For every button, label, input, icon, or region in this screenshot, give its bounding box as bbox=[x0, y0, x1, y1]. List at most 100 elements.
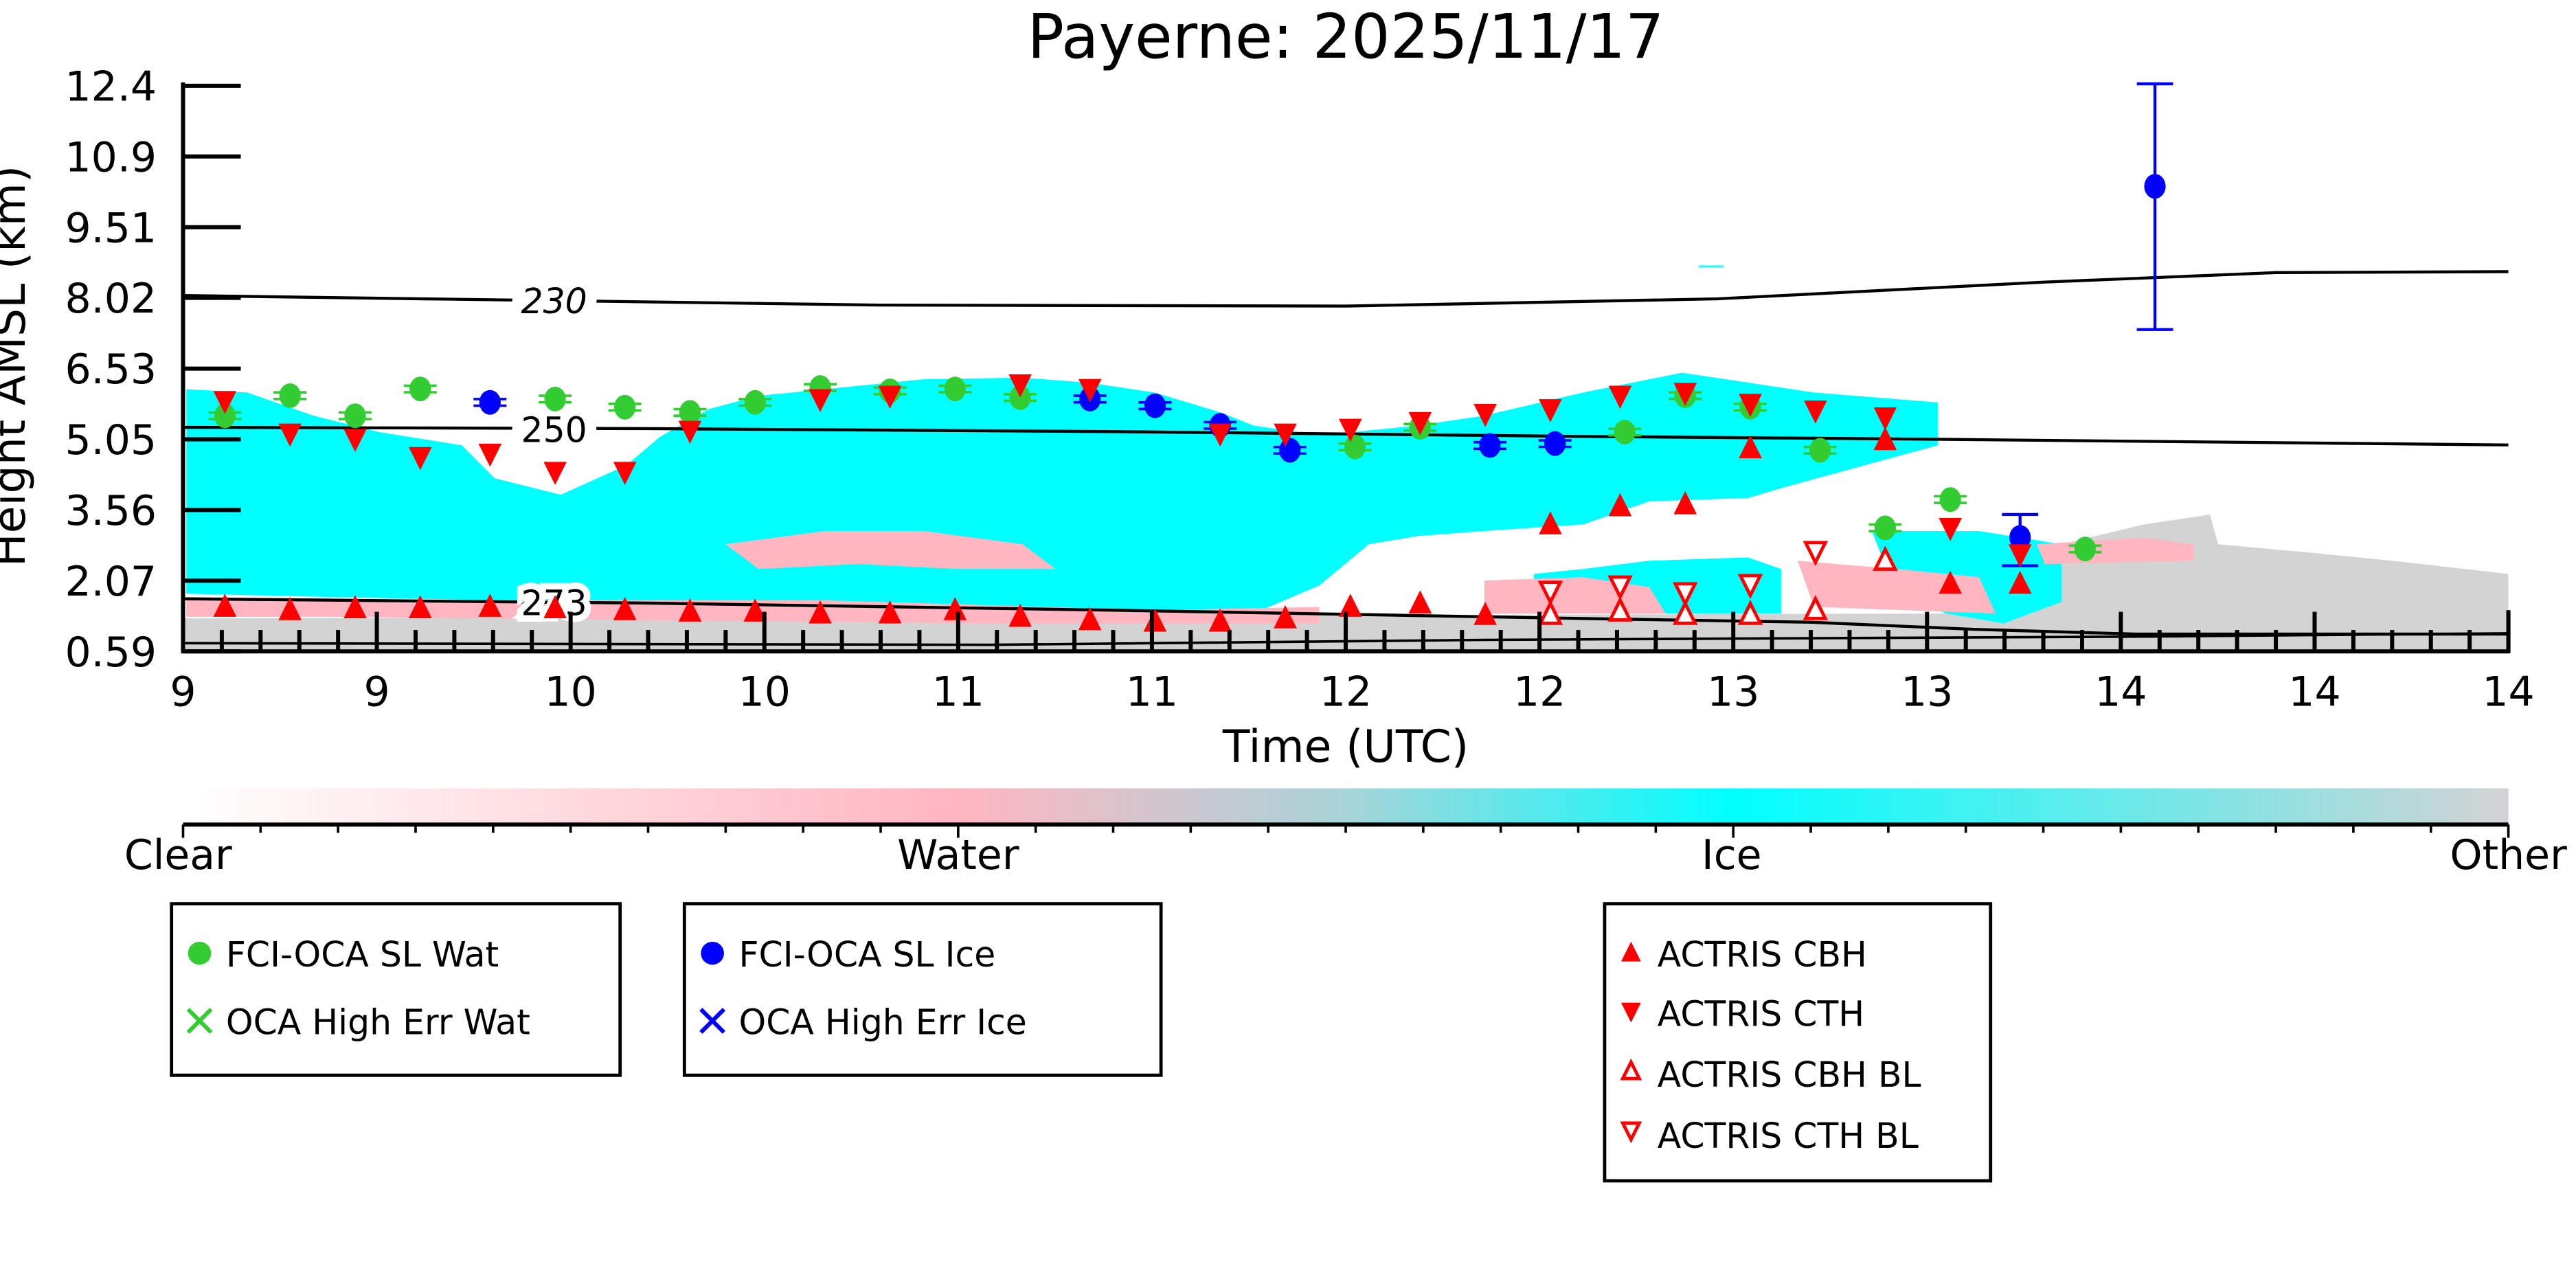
cbh-point bbox=[1473, 602, 1497, 625]
cth-point bbox=[408, 447, 432, 471]
cbh-point bbox=[213, 594, 237, 617]
legend-marker-green-x bbox=[186, 1008, 213, 1035]
y-tick-label: 2.07 bbox=[65, 558, 157, 606]
cbh-point bbox=[1008, 603, 1032, 627]
y-ticks: 0.59 2.07 3.56 5.05 6.53 8.02 9.51 10.9 12.4 bbox=[65, 63, 241, 677]
data-markers bbox=[208, 82, 2173, 632]
cth-point bbox=[1739, 394, 1762, 418]
cth-point bbox=[1473, 404, 1497, 427]
cbh-point bbox=[278, 597, 302, 620]
x-tick-label: 12 bbox=[1320, 668, 1372, 716]
legend-label: FCI-OCA SL Wat bbox=[226, 934, 499, 975]
cbh-bl-point bbox=[1537, 600, 1563, 625]
contour-label-230: 230 bbox=[521, 281, 587, 321]
x-ticks: 9 9 10 10 11 11 12 12 13 13 14 14 14 bbox=[170, 611, 2535, 716]
cbh-point bbox=[878, 600, 902, 624]
legend-label: FCI-OCA SL Ice bbox=[739, 934, 996, 975]
cth-point bbox=[278, 423, 302, 447]
cbh-bl-point bbox=[1672, 600, 1698, 625]
colorbar-label-clear: Clear bbox=[124, 831, 232, 879]
cth-point bbox=[1939, 518, 1962, 541]
mask-water bbox=[2036, 537, 2194, 565]
y-tick-label: 12.4 bbox=[65, 63, 157, 111]
cbh-point bbox=[1338, 594, 1362, 617]
sl-water-point bbox=[344, 403, 366, 429]
x-tick-label: 10 bbox=[738, 668, 791, 716]
sl-water-point bbox=[409, 376, 431, 402]
cbh-bl-point bbox=[1607, 596, 1633, 622]
legend-label: OCA High Err Wat bbox=[226, 1002, 530, 1042]
x-tick-label: 9 bbox=[363, 668, 389, 716]
cbh-point bbox=[943, 597, 967, 620]
mask-water bbox=[1797, 561, 1996, 614]
cbh-point bbox=[1873, 427, 1897, 451]
colorbar bbox=[183, 788, 2509, 825]
cth-point bbox=[1338, 418, 1362, 442]
cbh-point bbox=[1608, 493, 1632, 517]
y-tick-label: 5.05 bbox=[65, 416, 157, 464]
cbh-point bbox=[1143, 608, 1167, 632]
legend-marker-triangle-down bbox=[1620, 1002, 1641, 1023]
legend-marker-blue-x bbox=[699, 1008, 726, 1035]
cbh-point bbox=[1939, 570, 1962, 594]
cth-bl-point bbox=[1737, 574, 1763, 600]
x-axis-label: Time (UTC) bbox=[1222, 721, 1469, 773]
cth-point bbox=[1873, 407, 1897, 431]
contour-label-250: 250 bbox=[521, 409, 587, 450]
colorbar-label-other: Other bbox=[2450, 831, 2567, 879]
colorbar-label-water: Water bbox=[897, 831, 1019, 879]
x-tick-label: 10 bbox=[544, 668, 596, 716]
cbh-point bbox=[478, 594, 502, 617]
cbh-point bbox=[2008, 570, 2032, 594]
legend-label: ACTRIS CTH bbox=[1658, 993, 1864, 1034]
sl-water-point bbox=[1614, 419, 1636, 444]
legend-label: ACTRIS CBH BL bbox=[1658, 1054, 1921, 1095]
sl-water-point bbox=[679, 400, 701, 425]
cth-point bbox=[1804, 400, 1827, 424]
cth-point bbox=[1608, 385, 1632, 409]
cth-point bbox=[1539, 399, 1562, 422]
cbh-point bbox=[1208, 608, 1232, 632]
legend-marker-blue-circle bbox=[701, 941, 724, 965]
sl-water-point bbox=[944, 376, 966, 402]
sl-ice-point bbox=[1479, 433, 1501, 458]
sl-ice-point bbox=[2009, 525, 2031, 550]
colorbar-label-ice: Ice bbox=[1702, 831, 1762, 879]
x-tick-label: 11 bbox=[1126, 668, 1178, 716]
cth-point bbox=[543, 462, 567, 486]
sl-water-point bbox=[279, 383, 301, 408]
cth-point bbox=[1274, 423, 1297, 447]
cth-point bbox=[213, 391, 237, 414]
sl-ice-point bbox=[1544, 431, 1566, 456]
sl-water-point bbox=[1344, 434, 1366, 460]
sl-water-point bbox=[2074, 536, 2097, 562]
cbh-point bbox=[343, 595, 367, 618]
y-tick-label: 0.59 bbox=[65, 629, 157, 677]
y-tick-label: 9.51 bbox=[65, 204, 157, 252]
cbh-point bbox=[678, 598, 702, 622]
sl-water-point bbox=[1939, 487, 1961, 512]
cbh-point bbox=[1739, 435, 1762, 459]
sl-ice-point bbox=[479, 389, 501, 415]
sl-water-point bbox=[614, 394, 636, 420]
cth-point bbox=[1408, 411, 1432, 436]
sl-ice-point bbox=[2144, 174, 2166, 199]
x-tick-label: 11 bbox=[932, 668, 984, 716]
x-tick-label: 12 bbox=[1513, 668, 1566, 716]
cth-point bbox=[1008, 374, 1032, 398]
chart-title: Payerne: 2025/11/17 bbox=[1027, 1, 1664, 72]
cbh-point bbox=[1673, 491, 1697, 515]
sl-water-point bbox=[1009, 385, 1031, 410]
y-axis-label: Height AMSL (km) bbox=[0, 166, 36, 567]
cth-bl-point bbox=[1803, 541, 1829, 567]
mask-ice bbox=[186, 372, 1938, 617]
sl-ice-point bbox=[1144, 393, 1166, 418]
cth-bl-point bbox=[1607, 575, 1633, 601]
x-tick-label: 14 bbox=[2288, 668, 2340, 716]
mask-water bbox=[725, 531, 1056, 569]
x-tick-label: 9 bbox=[170, 668, 196, 716]
x-tick-label: 13 bbox=[1901, 668, 1953, 716]
cth-point bbox=[613, 462, 637, 486]
cth-point bbox=[343, 429, 367, 452]
sl-water-point bbox=[744, 389, 766, 415]
